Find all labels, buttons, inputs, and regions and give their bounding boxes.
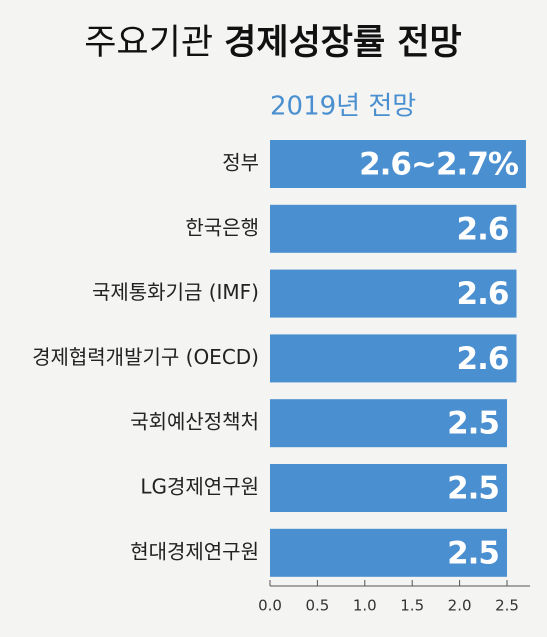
x-tick-label: 2.5 (495, 597, 519, 615)
category-label: 한국은행 (185, 215, 259, 239)
value-label: 2.6 (457, 211, 509, 247)
value-label: 2.5 (447, 535, 499, 571)
value-label: 2.6 (457, 341, 509, 377)
value-label: 2.5 (447, 471, 499, 507)
bar (270, 334, 517, 383)
x-tick-label: 0.0 (258, 597, 282, 615)
category-label: 국회예산정책처 (130, 410, 259, 434)
category-label: 경제협력개발기구 (OECD) (32, 345, 259, 369)
value-label: 2.6~2.7% (359, 147, 519, 183)
value-label: 2.6 (457, 276, 509, 312)
value-label: 2.5 (447, 406, 499, 442)
x-tick-label: 1.5 (400, 597, 424, 615)
bar (270, 204, 517, 253)
subtitle: 2019년 전망 (270, 92, 416, 122)
category-label: 현대경제연구원 (130, 539, 259, 563)
bar (270, 464, 507, 512)
title-part: 주요기관 (84, 23, 213, 63)
category-label: 정부 (222, 151, 259, 175)
x-tick-label: 1.0 (353, 597, 377, 615)
bar (270, 269, 517, 318)
category-label: 국제통화기금 (IMF) (92, 280, 259, 304)
title-part: 경제성장률 전망 (224, 23, 462, 63)
category-label: LG경제연구원 (140, 475, 259, 499)
x-tick-label: 0.5 (305, 597, 329, 615)
x-tick-label: 2.0 (448, 597, 472, 615)
chart-title: 주요기관 경제성장률 전망 (84, 23, 462, 63)
bar (270, 528, 507, 577)
bar (270, 140, 526, 188)
bar (270, 399, 507, 448)
